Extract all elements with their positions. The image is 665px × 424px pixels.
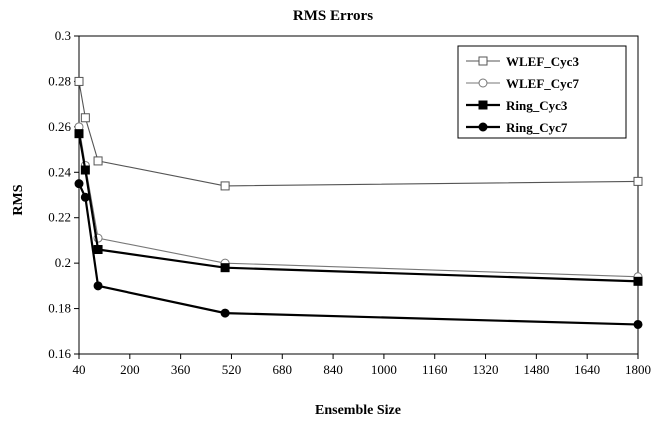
chart-title: RMS Errors bbox=[293, 8, 373, 24]
legend: WLEF_Cyc3 WLEF_Cyc7 Ring_Cyc3 Ring_Cyc7 bbox=[457, 45, 627, 139]
data-point bbox=[74, 129, 84, 139]
y-tick-label: 0.2 bbox=[55, 255, 71, 270]
x-axis-ticks: 40 200 360 520 680 840 1000 1160 1320 1480 1640 180… bbox=[73, 354, 651, 377]
legend-label: WLEF_Cyc7 bbox=[506, 76, 579, 91]
series-ring-cyc7 bbox=[74, 179, 643, 329]
legend-item: Ring_Cyc7 bbox=[466, 120, 568, 135]
data-point bbox=[93, 245, 103, 255]
x-tick-label: 1800 bbox=[625, 362, 651, 377]
series-line bbox=[78, 183, 639, 326]
series-line bbox=[77, 133, 639, 283]
data-point bbox=[74, 76, 84, 86]
data-point bbox=[633, 176, 643, 186]
legend-item: WLEF_Cyc7 bbox=[466, 76, 579, 91]
legend-label: Ring_Cyc7 bbox=[506, 120, 568, 135]
x-tick-label: 840 bbox=[323, 362, 343, 377]
x-tick-label: 1640 bbox=[574, 362, 600, 377]
series-line bbox=[78, 126, 639, 278]
plot-area bbox=[78, 35, 639, 355]
data-point bbox=[220, 181, 230, 191]
legend-item: WLEF_Cyc3 bbox=[466, 54, 579, 69]
x-tick-label: 200 bbox=[120, 362, 140, 377]
x-tick-label: 520 bbox=[222, 362, 242, 377]
data-point bbox=[633, 276, 643, 286]
x-tick-label: 1000 bbox=[371, 362, 397, 377]
y-tick-label: 0.24 bbox=[48, 164, 71, 179]
x-tick-label: 1320 bbox=[473, 362, 499, 377]
x-tick-label: 1480 bbox=[523, 362, 549, 377]
y-tick-label: 0.18 bbox=[48, 301, 71, 316]
data-point bbox=[74, 179, 84, 189]
data-point bbox=[80, 113, 90, 123]
y-tick-label: 0.16 bbox=[48, 346, 71, 361]
data-point bbox=[220, 263, 230, 273]
y-axis-label: RMS bbox=[11, 184, 26, 215]
data-point bbox=[633, 319, 643, 329]
series-wlef-cyc7 bbox=[74, 122, 643, 282]
series-wlef-cyc3 bbox=[74, 76, 643, 191]
legend-marker bbox=[478, 122, 488, 132]
legend-label: WLEF_Cyc3 bbox=[506, 54, 579, 69]
legend-marker bbox=[478, 56, 488, 66]
data-point bbox=[80, 165, 90, 175]
x-tick-label: 40 bbox=[73, 362, 86, 377]
legend-item: Ring_Cyc3 bbox=[466, 98, 568, 113]
y-axis-ticks: 0.16 0.18 0.2 0.22 0.24 0.26 0.28 0.3 bbox=[48, 28, 79, 361]
data-point bbox=[93, 281, 103, 291]
data-point bbox=[220, 308, 230, 318]
x-tick-label: 1160 bbox=[422, 362, 448, 377]
x-axis-label: Ensemble Size bbox=[315, 403, 401, 418]
y-tick-label: 0.26 bbox=[48, 119, 71, 134]
data-point bbox=[80, 192, 90, 202]
y-tick-label: 0.22 bbox=[48, 210, 71, 225]
series-ring-cyc3 bbox=[74, 129, 643, 286]
y-tick-label: 0.3 bbox=[55, 28, 71, 43]
data-point bbox=[93, 156, 103, 166]
x-tick-label: 360 bbox=[171, 362, 191, 377]
series-layer bbox=[74, 76, 643, 329]
legend-marker bbox=[478, 100, 488, 110]
legend-marker bbox=[478, 78, 488, 88]
legend-label: Ring_Cyc3 bbox=[506, 98, 568, 113]
x-tick-label: 680 bbox=[273, 362, 293, 377]
y-tick-label: 0.28 bbox=[48, 73, 71, 88]
